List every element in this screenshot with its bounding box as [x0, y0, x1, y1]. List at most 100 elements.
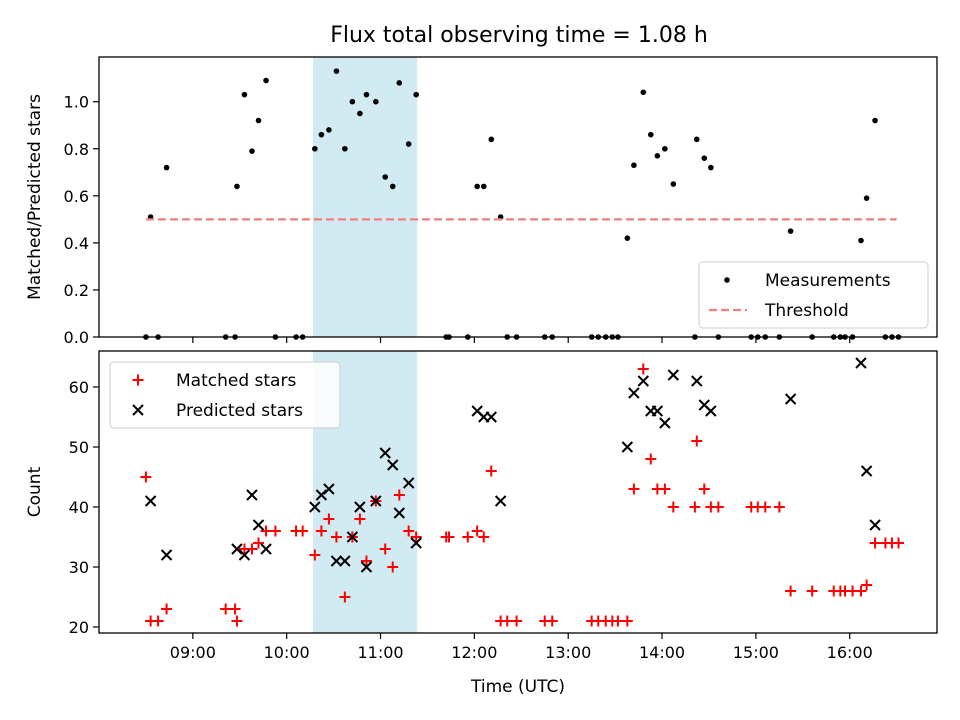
measurements-point	[872, 117, 878, 124]
measurements-point	[474, 183, 480, 190]
measurements-point	[382, 174, 389, 180]
measurements-point	[701, 155, 708, 161]
count-plot: 20 30 40 50 60 Count 09:00 10:00 11:00 12:00 13:00…	[25, 350, 938, 697]
matched-stars-point	[360, 555, 372, 567]
matched-stars-point	[403, 525, 415, 537]
matched-stars-point	[462, 531, 474, 543]
predicted-stars-point	[691, 375, 703, 387]
x-tick-label: 14:00	[639, 643, 685, 662]
y-tick-label: 1.0	[64, 93, 89, 112]
matched-stars-point	[628, 483, 640, 495]
predicted-stars-point	[393, 507, 405, 519]
measurements-point	[413, 91, 419, 98]
matched-stars-point	[379, 543, 391, 555]
matched-stars-point	[485, 465, 497, 477]
matched-stars-point	[511, 615, 523, 627]
measurements-point	[255, 117, 262, 124]
measurements-point	[631, 162, 637, 169]
predicted-stars-point	[379, 447, 391, 459]
matched-stars-point	[410, 531, 422, 543]
predicted-stars-point	[659, 417, 671, 429]
predicted-stars-point	[354, 501, 366, 513]
matched-stars-point	[152, 615, 164, 627]
measurements-point	[488, 136, 495, 143]
measurements-point	[405, 141, 412, 147]
measurements-point	[263, 77, 269, 84]
matched-stars-point	[612, 615, 624, 627]
predicted-stars-point	[323, 483, 335, 495]
measurements-point	[389, 183, 396, 190]
predicted-stars-point	[238, 549, 251, 561]
matched-stars-point	[297, 525, 309, 537]
measurements-point	[624, 235, 631, 241]
legend-box	[109, 361, 341, 429]
axes-frame	[98, 56, 938, 338]
measurements-point	[640, 89, 647, 96]
predicted-stars-point	[160, 549, 173, 561]
measurements-point	[326, 127, 332, 133]
measurements-point	[858, 237, 864, 244]
measurements-point	[349, 98, 356, 105]
measurements-point	[234, 183, 240, 190]
predicted-stars-point	[370, 495, 382, 507]
matched-stars-point	[667, 501, 679, 513]
measurements-point	[480, 183, 487, 190]
figure-title: Flux total observing time = 1.08 h	[330, 23, 708, 48]
legend-predicted-stars-swatch	[132, 404, 144, 416]
matched-stars-point	[869, 537, 881, 549]
legend-box	[698, 261, 929, 329]
predicted-stars-point	[387, 459, 399, 471]
y-tick-label: 0.6	[64, 187, 89, 206]
measurements-point	[342, 145, 348, 152]
predicted-stars-point	[494, 495, 507, 507]
predicted-stars-point	[246, 489, 258, 501]
measurements-point	[396, 80, 403, 86]
matched-stars-point	[773, 501, 785, 513]
predicted-stars-point	[628, 387, 640, 399]
predicted-stars-point	[260, 543, 272, 555]
measurements-point	[708, 164, 714, 171]
x-tick-label: 15:00	[733, 643, 779, 662]
predicted-stars-point	[360, 561, 373, 573]
x-tick-label: 10:00	[264, 643, 310, 662]
measurements-point	[363, 91, 370, 98]
y-tick-label: 30	[69, 558, 89, 577]
measurements-point	[318, 131, 325, 138]
matched-stars-point	[546, 615, 558, 627]
measurements-point	[787, 228, 794, 234]
matched-stars-point	[501, 615, 513, 627]
matched-stars-point	[893, 537, 905, 549]
x-tick-label: 13:00	[545, 643, 591, 662]
matched-stars-point	[140, 471, 152, 483]
matched-stars-point	[231, 615, 243, 627]
matched-stars-point	[393, 489, 405, 501]
ratio-plot: 0.0 0.2 0.4 0.6 0.8 1.0 Matched/Predicted star…	[25, 56, 938, 347]
measurements-point	[654, 153, 661, 159]
y-tick-label: 60	[69, 378, 89, 397]
x-tick-label: 12:00	[451, 643, 497, 662]
y-axis-label: Count	[25, 466, 45, 517]
matched-stars-point	[253, 537, 265, 549]
matched-stars-point	[260, 525, 272, 537]
predicted-stars-point	[339, 555, 351, 567]
matched-stars-point	[637, 363, 649, 375]
matched-stars-point	[698, 483, 710, 495]
matched-stars-point	[621, 615, 633, 627]
matched-stars-point	[229, 603, 241, 615]
y-tick-label: 40	[69, 498, 89, 517]
matched-stars-point	[339, 591, 351, 603]
predicted-stars-point	[402, 477, 415, 489]
predicted-stars-point	[315, 489, 328, 501]
matched-stars-point	[330, 531, 342, 543]
matched-stars-point	[659, 483, 671, 495]
x-tick-label: 09:00	[170, 643, 216, 662]
measurements-point	[312, 145, 318, 152]
predicted-stars-point	[410, 537, 422, 549]
measurements-point	[333, 68, 340, 74]
matched-stars-point	[691, 435, 703, 447]
predicted-stars-point	[637, 375, 649, 387]
measurements-point	[693, 136, 700, 143]
predicted-stars-point	[144, 495, 157, 507]
predicted-stars-point	[309, 501, 321, 513]
